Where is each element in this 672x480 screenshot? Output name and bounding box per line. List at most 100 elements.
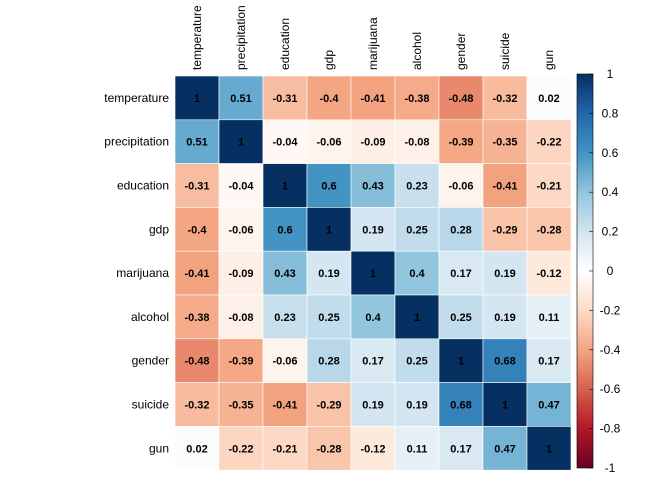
heatmap-cell: [438, 426, 484, 471]
cell-value-label: 0.43: [274, 268, 295, 280]
cell-value-label: 1: [502, 400, 508, 412]
heatmap-cell: [394, 426, 440, 471]
row-label: suicide: [132, 398, 170, 412]
row-label: gdp: [149, 222, 169, 236]
row-labels: temperature precipitation education gdp mari…: [104, 91, 169, 455]
heatmap-cell: [350, 294, 396, 340]
heatmap-cell: [174, 294, 220, 340]
cell-value-label: 0.17: [450, 443, 471, 455]
heatmap-cell: [262, 75, 308, 121]
cell-value-label: 1: [238, 137, 244, 149]
heatmap-cell: [350, 75, 396, 121]
cell-value-label: -0.04: [228, 181, 254, 193]
row-label: precipitation: [104, 135, 169, 149]
heatmap-cell: [174, 338, 220, 383]
cell-value-label: -0.41: [492, 181, 517, 193]
row-label: temperature: [104, 91, 169, 105]
cell-value-label: 0.47: [494, 443, 515, 455]
heatmap-cell: [394, 75, 440, 121]
heatmap-cells: [174, 75, 572, 471]
column-label: precipitation: [234, 5, 248, 70]
cell-value-label: -0.4: [320, 93, 340, 105]
cell-value-label: -0.39: [448, 137, 473, 149]
cell-value-label: 0.25: [318, 312, 339, 324]
row-label: gun: [149, 441, 169, 455]
cell-value-label: -0.08: [404, 137, 429, 149]
cell-value-label: 0.19: [406, 400, 427, 412]
cell-value-label: -0.4: [188, 224, 208, 236]
cell-value-label: -0.06: [228, 224, 253, 236]
cell-value-label: 0.68: [494, 356, 515, 368]
colorbar-tick-label: 0.2: [602, 225, 619, 239]
heatmap-cell: [526, 294, 572, 340]
heatmap-cell: [482, 207, 528, 252]
heatmap-cell: [174, 207, 220, 252]
cell-value-label: -0.31: [184, 181, 209, 193]
cell-value-label: 0.11: [407, 443, 428, 455]
cell-value-label: 0.43: [362, 181, 383, 193]
cell-value-label: -0.28: [316, 443, 341, 455]
heatmap-cell: [174, 426, 220, 471]
cell-value-label: -0.06: [272, 356, 297, 368]
heatmap-value-labels: 1 0.51 -0.31 -0.4 -0.41 -0.38 -0.48 -0.32 0.020.…: [184, 93, 561, 455]
column-label: gender: [454, 33, 468, 70]
cell-value-label: -0.09: [228, 268, 253, 280]
cell-value-label: -0.29: [316, 400, 341, 412]
cell-value-label: -0.06: [448, 181, 473, 193]
colorbar-tick-label: 0.8: [602, 106, 619, 120]
cell-value-label: 0.51: [230, 93, 251, 105]
cell-value-label: 0.47: [538, 400, 559, 412]
heatmap-cell: [394, 250, 440, 296]
cell-value-label: -0.12: [360, 443, 385, 455]
cell-value-label: -0.29: [492, 224, 517, 236]
cell-value-label: -0.12: [536, 268, 561, 280]
colorbar-tick-label: -0.6: [600, 382, 621, 396]
cell-value-label: 0.02: [186, 443, 207, 455]
heatmap-cell: [306, 75, 352, 121]
heatmap-cell: [262, 382, 308, 427]
cell-value-label: 0.02: [538, 93, 559, 105]
cell-value-label: 0.19: [494, 268, 515, 280]
row-label: marijuana: [116, 266, 169, 280]
cell-value-label: 0.17: [538, 356, 559, 368]
cell-value-label: 0.4: [409, 268, 425, 280]
cell-value-label: -0.22: [536, 137, 561, 149]
row-label: alcohol: [131, 310, 169, 324]
colorbar-tick-label: -1: [605, 461, 616, 475]
column-label: suicide: [498, 32, 512, 70]
cell-value-label: -0.41: [184, 268, 209, 280]
column-label: gun: [542, 50, 556, 70]
colorbar-tick-label: -0.8: [600, 422, 621, 436]
cell-value-label: 1: [194, 93, 200, 105]
heatmap-cell: [438, 382, 484, 427]
heatmap-cell: [218, 207, 264, 252]
cell-value-label: -0.32: [492, 93, 517, 105]
heatmap-cell: [482, 119, 528, 164]
column-label: gdp: [322, 50, 336, 70]
heatmap-cell: [174, 75, 220, 121]
colorbar-tick-label: -0.4: [600, 343, 621, 357]
cell-value-label: 0.68: [450, 400, 471, 412]
heatmap-cell: [350, 338, 396, 383]
heatmap-cell: [350, 119, 396, 164]
column-label: alcohol: [410, 32, 424, 70]
heatmap-cell: [526, 163, 572, 208]
cell-value-label: 1: [458, 356, 464, 368]
heatmap-cell: [350, 426, 396, 471]
heatmap-cell: [262, 294, 308, 340]
heatmap-cell: [218, 163, 264, 208]
cell-value-label: 0.28: [318, 356, 339, 368]
cell-value-label: -0.48: [184, 356, 209, 368]
heatmap-cell: [306, 426, 352, 471]
cell-value-label: -0.08: [228, 312, 253, 324]
heatmap-cell: [350, 382, 396, 427]
cell-value-label: -0.21: [272, 443, 297, 455]
cell-value-label: 0.4: [365, 312, 381, 324]
colorbar-tick-label: 0: [607, 264, 614, 278]
cell-value-label: -0.04: [272, 137, 298, 149]
cell-value-label: 0.17: [362, 356, 383, 368]
colorbar-gradient: [577, 74, 593, 468]
heatmap-cell: [482, 294, 528, 340]
colorbar-tick-label: 0.4: [602, 185, 619, 199]
heatmap-cell: [306, 382, 352, 427]
